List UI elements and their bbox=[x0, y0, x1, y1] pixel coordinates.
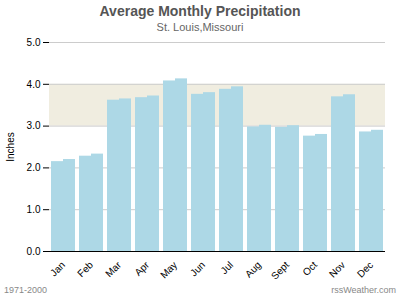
svg-text:Jun: Jun bbox=[188, 259, 207, 278]
html-text:1971-2000: 1971-2000 bbox=[4, 285, 47, 295]
svg-text:5.0: 5.0 bbox=[27, 37, 41, 48]
svg-text:Dec: Dec bbox=[355, 259, 375, 279]
svg-text:2.0: 2.0 bbox=[27, 162, 41, 173]
svg-text:Jul: Jul bbox=[218, 259, 235, 276]
svg-text:Oct: Oct bbox=[300, 259, 319, 278]
svg-text:Sept: Sept bbox=[269, 259, 291, 281]
svg-text:Feb: Feb bbox=[75, 259, 95, 279]
html-text:Average Monthly Precipitation: Average Monthly Precipitation bbox=[99, 3, 301, 19]
html-text:rssWeather.com: rssWeather.com bbox=[331, 285, 396, 295]
svg-text:Inches: Inches bbox=[5, 132, 16, 161]
svg-text:Apr: Apr bbox=[132, 259, 151, 278]
svg-text:Nov: Nov bbox=[327, 259, 347, 279]
svg-text:3.0: 3.0 bbox=[27, 120, 41, 131]
svg-text:Jan: Jan bbox=[48, 259, 67, 278]
html-text:St. Louis,Missouri: St. Louis,Missouri bbox=[156, 21, 244, 33]
svg-text:1.0: 1.0 bbox=[27, 204, 41, 215]
svg-text:Mar: Mar bbox=[103, 259, 123, 279]
svg-text:Aug: Aug bbox=[243, 259, 263, 279]
svg-text:4.0: 4.0 bbox=[27, 79, 41, 90]
svg-text:0.0: 0.0 bbox=[27, 246, 41, 257]
svg-text:May: May bbox=[158, 259, 179, 280]
